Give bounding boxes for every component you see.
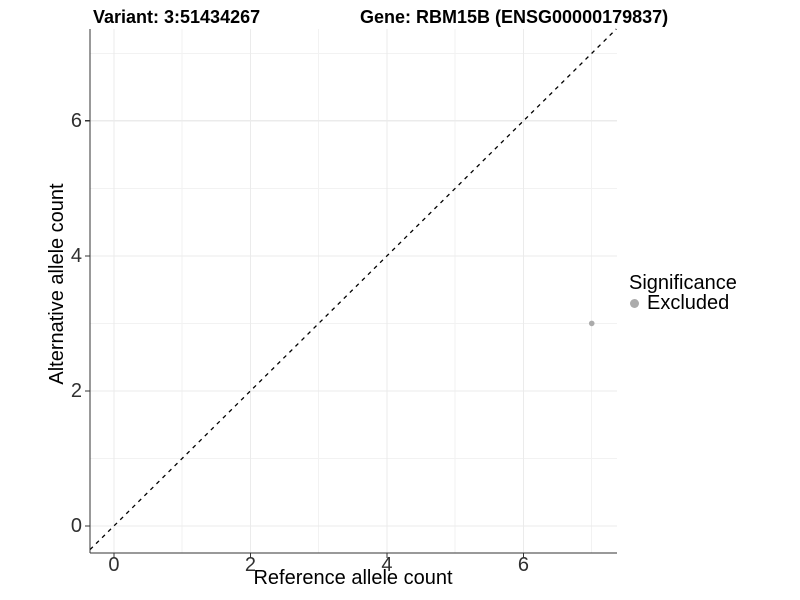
- identity-line: [89, 28, 617, 551]
- plot-title-gene: Gene: RBM15B (ENSG00000179837): [360, 7, 669, 27]
- y-axis-title: Alternative allele count: [46, 183, 68, 385]
- legend-item: Excluded: [630, 291, 729, 315]
- plot-title-variant: Variant: 3:51434267: [93, 7, 261, 27]
- y-tick-label: 4: [70, 244, 82, 267]
- data-point: [588, 320, 595, 327]
- x-tick-label: 0: [108, 554, 120, 576]
- x-tick-label: 4: [381, 554, 393, 576]
- legend-key-dot-icon: [630, 298, 639, 308]
- x-tick-label: 2: [244, 554, 256, 576]
- y-tick-label: 0: [70, 514, 82, 537]
- y-tick-label: 6: [70, 109, 82, 132]
- x-axis-title: Reference allele count: [253, 567, 453, 589]
- y-tick-label: 2: [70, 379, 82, 402]
- x-tick-label: 6: [517, 554, 530, 576]
- legend-item-label: Excluded: [647, 291, 730, 314]
- legend-title: Significance: [629, 272, 737, 294]
